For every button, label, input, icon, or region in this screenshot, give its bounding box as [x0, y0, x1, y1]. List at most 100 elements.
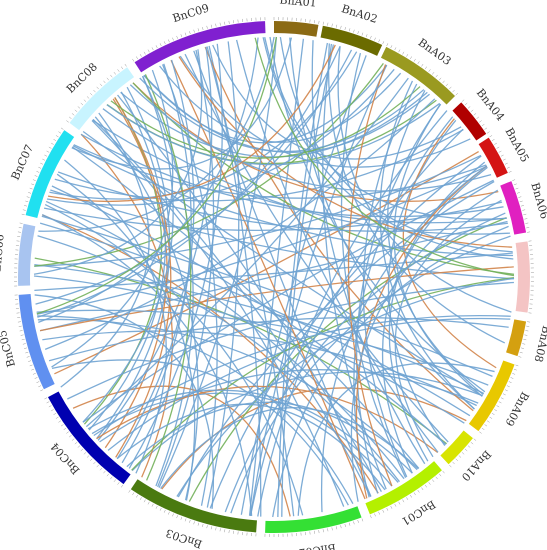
scale-tick: [110, 476, 113, 480]
scale-tick: [184, 518, 187, 522]
scale-tick: [398, 49, 401, 53]
link: [51, 185, 447, 446]
link: [381, 166, 488, 474]
scale-tick: [409, 56, 412, 60]
scale-tick: [21, 338, 25, 341]
link: [60, 112, 150, 388]
scale-tick: [402, 499, 405, 503]
scale-tick: [479, 120, 482, 123]
link: [161, 387, 467, 490]
link: [36, 309, 489, 386]
scale-tick: [486, 420, 490, 423]
link: [235, 39, 439, 453]
scale-tick: [184, 32, 187, 36]
chromosome-label: BnA06: [528, 181, 547, 220]
link: [37, 46, 341, 318]
chromosome-block: [18, 294, 55, 390]
link: [49, 51, 358, 200]
chromosome-block: [478, 137, 508, 178]
link: [36, 36, 278, 315]
scale-tick: [53, 139, 57, 142]
scale-tick: [527, 231, 531, 233]
scale-tick: [502, 158, 506, 161]
scale-tick: [494, 409, 497, 412]
scale-tick: [93, 461, 96, 465]
scale-tick: [189, 519, 191, 523]
scale-tick: [53, 412, 57, 415]
scale-tick: [378, 511, 380, 515]
scale-tick: [68, 435, 72, 438]
scale-tick: [31, 183, 35, 186]
scale-tick: [331, 527, 333, 531]
scale-tick: [518, 356, 522, 358]
scale-tick: [206, 525, 208, 529]
scale-tick: [80, 102, 84, 106]
link: [347, 64, 393, 487]
scale-tick: [522, 343, 526, 345]
scale-tick: [428, 482, 431, 485]
link: [36, 165, 488, 315]
link: [337, 46, 512, 313]
scale-tick: [510, 377, 514, 379]
link: [88, 91, 166, 431]
scale-tick: [353, 29, 355, 33]
scale-tick: [83, 452, 87, 455]
scale-tick: [96, 86, 99, 90]
scale-tick: [421, 63, 424, 67]
scale-tick: [519, 351, 523, 354]
link: [42, 330, 477, 407]
scale-tick: [370, 35, 372, 39]
scale-tick: [32, 179, 36, 181]
scale-tick: [71, 438, 75, 441]
scale-tick: [28, 360, 32, 362]
link: [51, 359, 349, 506]
chromosome-label: BnC06: [0, 234, 7, 273]
chromosome-block: [265, 506, 362, 533]
scale-tick: [461, 452, 465, 455]
scale-tick: [361, 32, 364, 36]
link: [99, 369, 479, 443]
chromosome-block: [69, 67, 135, 131]
link: [34, 62, 384, 267]
scale-tick: [506, 166, 510, 169]
scale-tick: [46, 150, 50, 153]
scale-tick: [417, 489, 420, 493]
scale-tick: [523, 213, 527, 216]
chromosome-block: [500, 181, 527, 235]
scale-tick: [467, 106, 471, 109]
scale-tick: [25, 200, 29, 203]
scale-tick: [481, 427, 485, 431]
scale-tick: [215, 23, 217, 27]
scale-tick: [18, 325, 22, 327]
scale-tick: [455, 458, 459, 462]
scale-tick: [128, 489, 131, 493]
scale-tick: [29, 187, 33, 190]
scale-tick: [17, 231, 21, 233]
link: [57, 171, 508, 232]
link: [41, 215, 493, 377]
scale-tick: [106, 77, 109, 81]
scale-tick: [139, 497, 142, 500]
link: [206, 46, 295, 517]
link: [85, 77, 409, 428]
scale-tick: [193, 29, 195, 33]
scale-tick: [83, 99, 87, 102]
chromosome-label: BnA07: [544, 258, 547, 295]
scale-tick: [524, 334, 528, 336]
scale-tick: [353, 521, 355, 525]
link: [38, 37, 259, 324]
scale-tick: [386, 507, 389, 511]
scale-tick: [21, 213, 25, 216]
chromosome-label: BnA04: [474, 86, 507, 123]
scale-tick: [24, 205, 28, 207]
scale-tick: [71, 113, 75, 116]
scale-tick: [382, 509, 385, 513]
scale-tick: [99, 83, 103, 87]
link: [350, 189, 499, 502]
scale-tick: [86, 96, 90, 99]
scale-tick: [498, 150, 502, 153]
scale-tick: [19, 330, 23, 332]
scale-tick: [34, 175, 38, 177]
link: [193, 50, 372, 497]
scale-tick: [113, 71, 116, 75]
